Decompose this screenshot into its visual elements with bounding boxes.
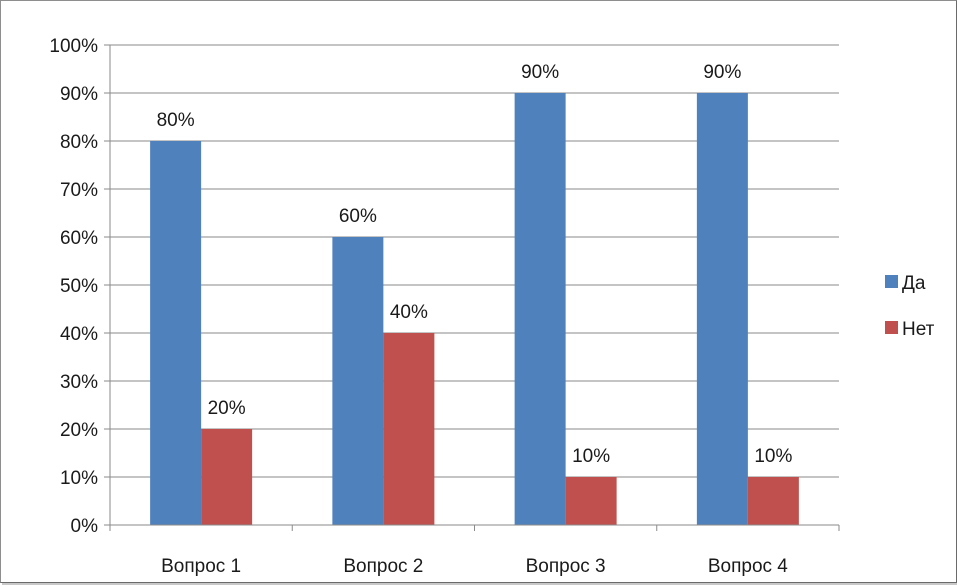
x-tick-label: Вопрос 1 xyxy=(161,556,241,577)
data-label: 20% xyxy=(208,398,246,419)
data-label: 60% xyxy=(339,206,377,227)
data-label: 90% xyxy=(521,62,559,83)
bar-da xyxy=(332,237,384,525)
bar-net xyxy=(747,477,799,525)
bars xyxy=(150,93,799,525)
bar-da xyxy=(696,93,748,525)
x-tick-label: Вопрос 4 xyxy=(708,556,788,577)
bar-net xyxy=(565,477,617,525)
data-label: 10% xyxy=(754,446,792,467)
y-tick-label: 0% xyxy=(71,516,99,537)
y-tick-label: 80% xyxy=(60,132,98,153)
y-tick-label: 10% xyxy=(60,468,98,489)
y-tick-label: 60% xyxy=(60,228,98,249)
bar-da xyxy=(150,141,202,525)
y-tick-label: 50% xyxy=(60,276,98,297)
legend-label: Нет xyxy=(902,319,935,340)
data-label: 10% xyxy=(572,446,610,467)
x-tick-label: Вопрос 3 xyxy=(526,556,606,577)
legend-label: Да xyxy=(902,273,926,294)
bar-net xyxy=(201,429,253,525)
data-label: 80% xyxy=(157,110,195,131)
y-tick-label: 30% xyxy=(60,372,98,393)
legend-swatch xyxy=(885,275,898,288)
data-labels: 80% 20% 60% 40% 90% 10% 90% 10% xyxy=(157,62,793,467)
bar-da xyxy=(514,93,566,525)
data-label: 40% xyxy=(390,302,428,323)
y-tick-label: 100% xyxy=(49,36,98,57)
bar-net xyxy=(383,333,435,525)
y-axis: 0% 10% 20% 30% 40% 50% 60% 70% 80% 90% 100% xyxy=(49,36,111,537)
y-tick-label: 90% xyxy=(60,84,98,105)
y-tick-label: 40% xyxy=(60,324,98,345)
x-tick-label: Вопрос 2 xyxy=(343,556,423,577)
legend-swatch xyxy=(885,321,898,334)
legend: Да Нет xyxy=(885,273,935,340)
x-axis: Вопрос 1 Вопрос 2 Вопрос 3 Вопрос 4 xyxy=(109,524,840,577)
y-tick-label: 20% xyxy=(60,420,98,441)
data-label: 90% xyxy=(703,62,741,83)
y-tick-label: 70% xyxy=(60,180,98,201)
